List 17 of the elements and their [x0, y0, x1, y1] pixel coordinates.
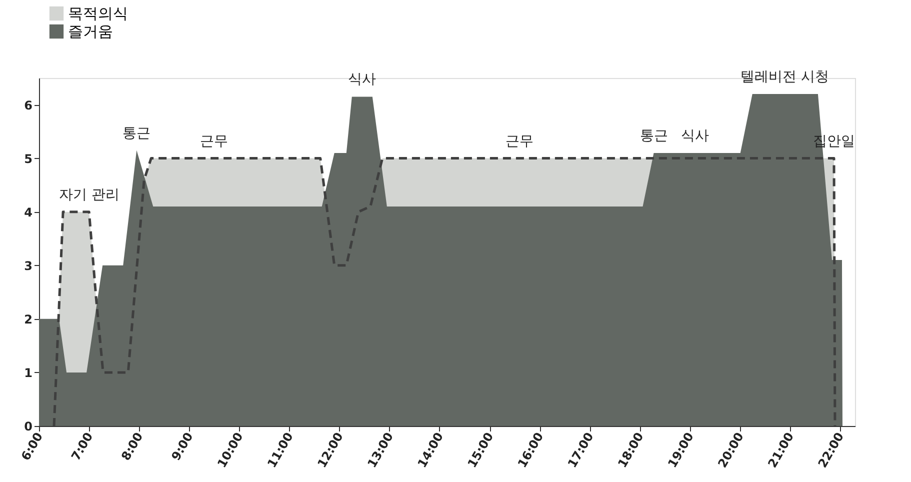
annotation: 식사: [680, 128, 709, 144]
y-tick-label: 6: [24, 98, 32, 112]
y-tick-label: 0: [24, 420, 32, 434]
y-tick-label: 2: [24, 312, 32, 326]
annotation: 식사: [348, 72, 376, 88]
annotation: 텔레비전 시청: [740, 69, 830, 86]
y-tick-label: 3: [24, 258, 32, 273]
annotation: 근무: [200, 133, 228, 150]
y-tick-label: 5: [24, 152, 32, 166]
annotation: 자기 관리: [58, 186, 120, 203]
annotation: 통근: [640, 128, 668, 144]
annotation: 근무: [506, 133, 534, 150]
y-tick-label: 4: [24, 205, 32, 220]
legend-label: 목적의식: [68, 4, 128, 22]
legend-label: 즐거움: [68, 22, 113, 40]
y-tick-label: 1: [24, 366, 32, 380]
annotation: 통근: [122, 125, 151, 142]
